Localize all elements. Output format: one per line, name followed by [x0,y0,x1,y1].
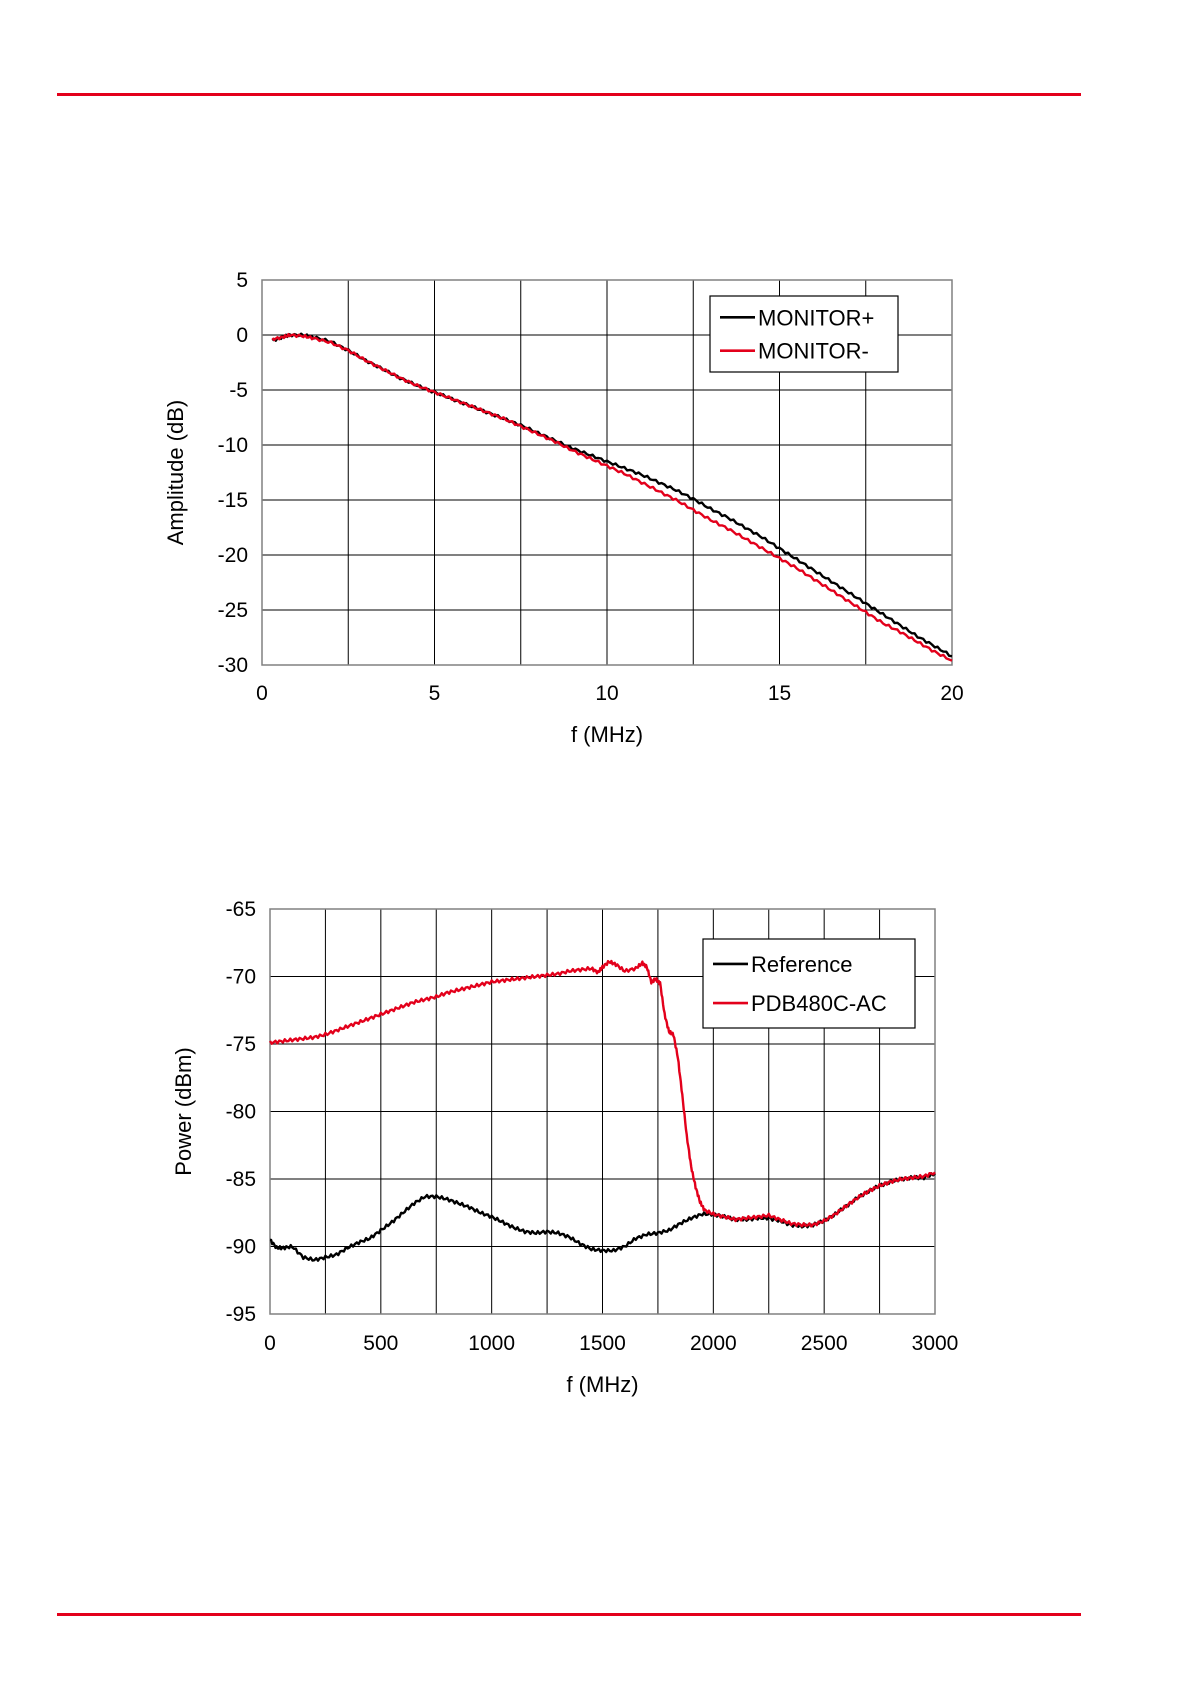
y-tick-label: -85 [226,1168,256,1191]
x-axis-label: f (MHz) [571,722,643,747]
x-tick-label: 20 [940,682,963,705]
x-tick-label: 2500 [801,1332,848,1355]
legend-label: MONITOR- [758,339,869,364]
y-tick-label: -65 [226,898,256,921]
y-tick-label: -20 [218,544,248,567]
power-chart: -65 -70 -75 -80 -85 -90 -95 0 500 1000 1500 2000 250… [171,898,959,1397]
y-tick-label: -30 [218,654,248,677]
x-tick-label: 15 [768,682,791,705]
y-tick-label: -10 [218,434,248,457]
x-tick-label: 500 [363,1332,398,1355]
y-tick-label: 5 [236,269,248,292]
series-line-pdb480c-ac [269,959,936,1228]
top-rule [57,93,1081,96]
legend-box [709,295,899,373]
legend-label: Reference [751,952,853,977]
y-tick-label: -25 [218,599,248,622]
plot-frame [269,908,936,1315]
y-tick-label: -95 [226,1303,256,1326]
x-tick-label: 5 [429,682,441,705]
y-tick-label: -75 [226,1033,256,1056]
y-tick-label: -90 [226,1236,256,1259]
plot-frame [261,279,953,666]
y-tick-label: -80 [226,1101,256,1124]
x-tick-label: 3000 [912,1332,959,1355]
bottom-rule [57,1613,1081,1616]
legend-label: PDB480C-AC [751,991,887,1016]
legend-box [702,938,916,1029]
y-tick-label: -70 [226,966,256,989]
y-axis-label: Amplitude (dB) [163,400,188,546]
y-tick-label: -5 [229,379,248,402]
y-tick-label: 0 [236,324,248,347]
x-tick-label: 0 [264,1332,276,1355]
x-tick-label: 1000 [468,1332,515,1355]
amplitude-chart: 5 0 -5 -10 -15 -20 -25 -30 0 5 10 15 20 f (MHz) Amplit… [163,269,964,747]
legend-label: MONITOR+ [758,305,874,330]
x-tick-label: 10 [595,682,618,705]
y-tick-label: -15 [218,489,248,512]
x-tick-label: 1500 [579,1332,626,1355]
x-tick-label: 2000 [690,1332,737,1355]
x-tick-label: 0 [256,682,268,705]
series-line-monitor- [271,332,953,662]
y-axis-label: Power (dBm) [171,1047,196,1175]
x-axis-label: f (MHz) [566,1372,638,1397]
